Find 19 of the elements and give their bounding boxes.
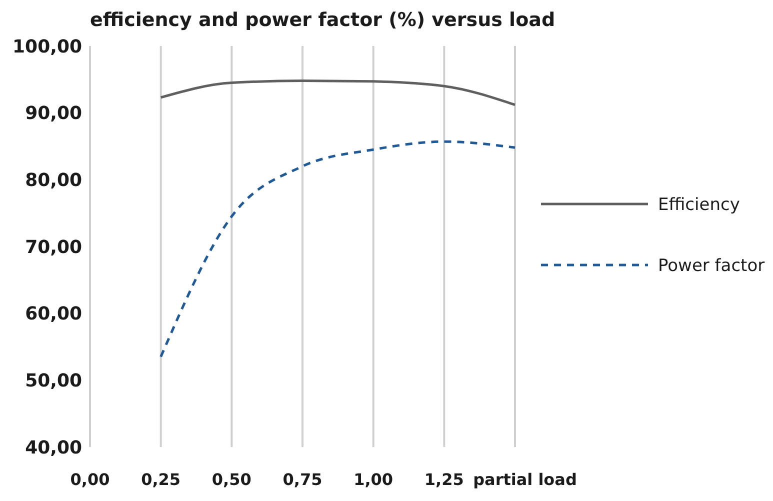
x-tick-label: 0,50 <box>212 470 252 489</box>
chart-title: efficiency and power factor (%) versus load <box>90 9 556 31</box>
y-tick-label: 70,00 <box>25 236 82 258</box>
text: Efficiency <box>658 194 740 215</box>
x-axis-title: partial load <box>473 470 577 489</box>
y-tick-label: 40,00 <box>25 437 82 458</box>
y-tick-label: 90,00 <box>25 103 82 124</box>
y-tick-label: 80,00 <box>25 170 82 191</box>
line-series <box>160 80 516 106</box>
x-tick-label: 1,00 <box>354 470 394 489</box>
x-tick-label: 1,25 <box>424 470 464 489</box>
x-tick-label: 0,25 <box>141 470 181 489</box>
y-tick-label: 100,00 <box>12 36 82 58</box>
x-tick-label: 0,00 <box>70 470 110 489</box>
text: Power factor <box>658 256 765 276</box>
line-series <box>160 140 516 358</box>
x-tick-label: 0,75 <box>282 470 322 489</box>
y-tick-label: 60,00 <box>25 304 82 325</box>
y-tick-label: 50,00 <box>25 370 82 392</box>
